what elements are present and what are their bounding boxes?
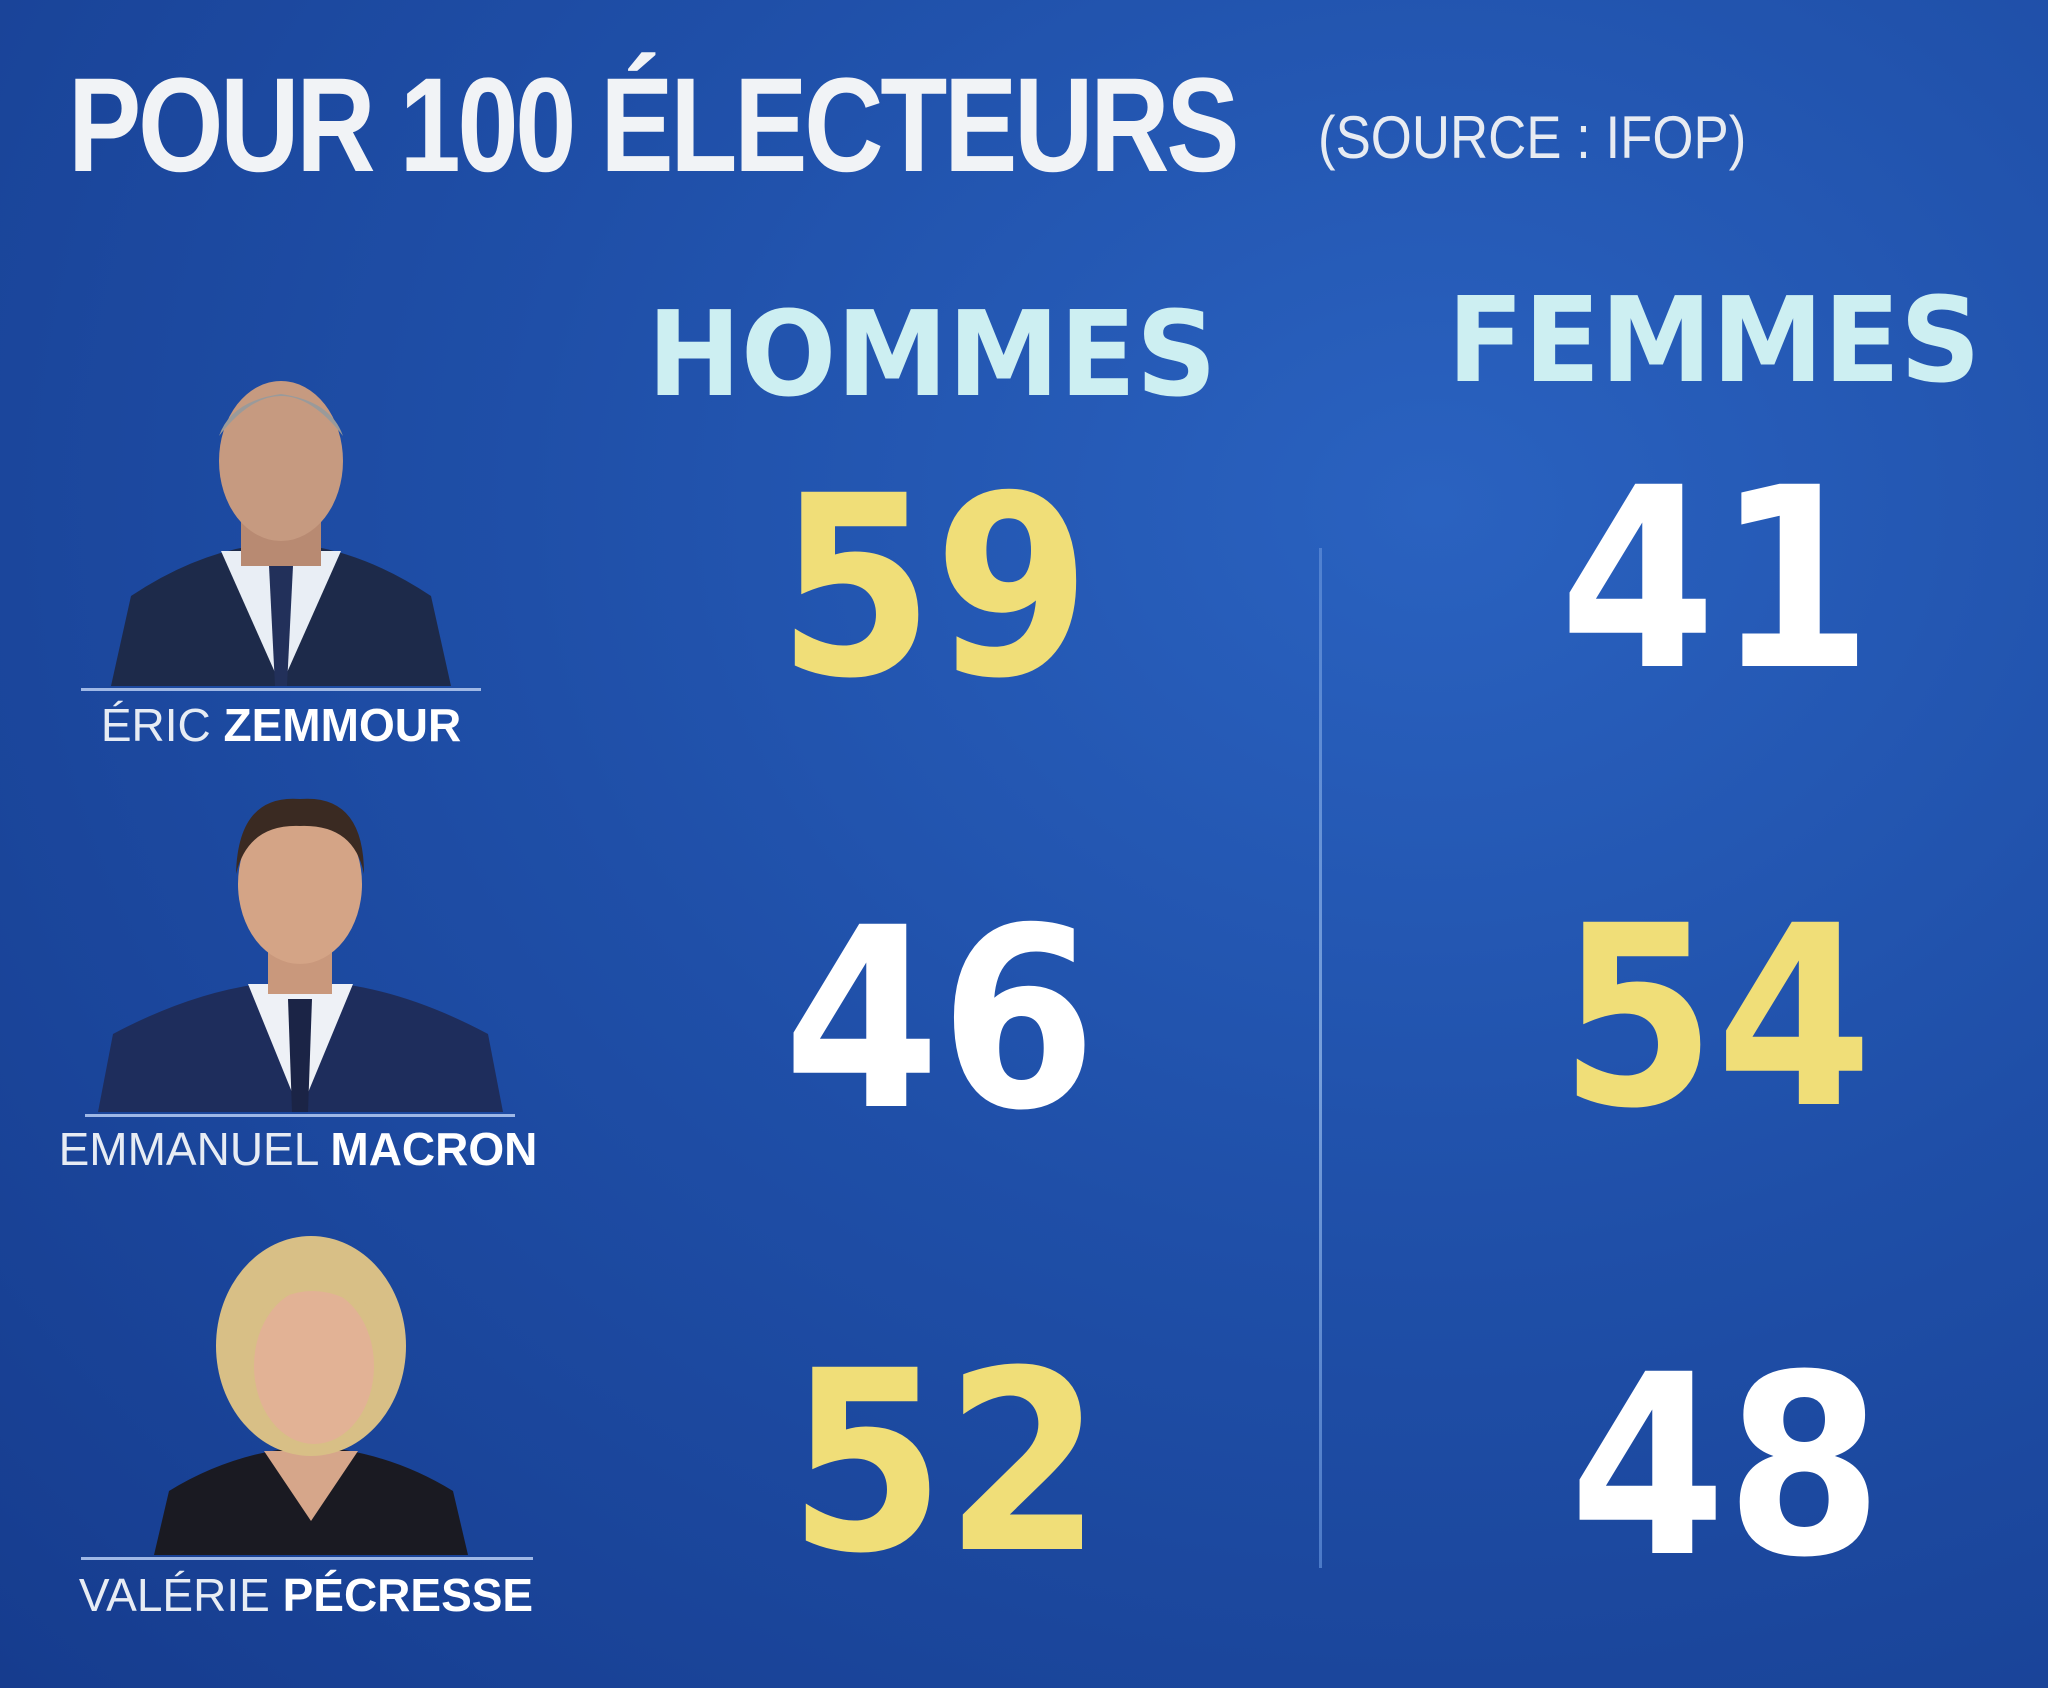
value-pecresse-femmes: 48 [1569, 1321, 1883, 1612]
value-zemmour-hommes: 59 [777, 442, 1091, 733]
column-header-femmes: FEMMES [1447, 271, 1981, 409]
value-macron-femmes: 54 [1559, 872, 1873, 1163]
candidate-name-pecresse: VALÉRIE PÉCRESSE [78, 1569, 534, 1621]
macron-photo [98, 798, 503, 1112]
column-divider [1319, 548, 1322, 1568]
name-rule [81, 688, 481, 691]
name-rule [85, 1114, 515, 1117]
name-rule [81, 1557, 533, 1560]
page-title: POUR 100 ÉLECTEURS [68, 51, 1240, 200]
candidate-name-macron: EMMANUEL MACRON [58, 1123, 538, 1175]
pecresse-photo [154, 1236, 468, 1555]
candidate-name-zemmour: ÉRIC ZEMMOUR [100, 699, 462, 751]
column-header-hommes: HOMMES [647, 285, 1217, 423]
zemmour-photo [111, 381, 451, 686]
value-pecresse-hommes: 52 [788, 1317, 1102, 1608]
value-macron-hommes: 46 [783, 874, 1097, 1165]
source-label: (SOURCE : IFOP) [1318, 104, 1747, 171]
value-zemmour-femmes: 41 [1559, 434, 1873, 725]
